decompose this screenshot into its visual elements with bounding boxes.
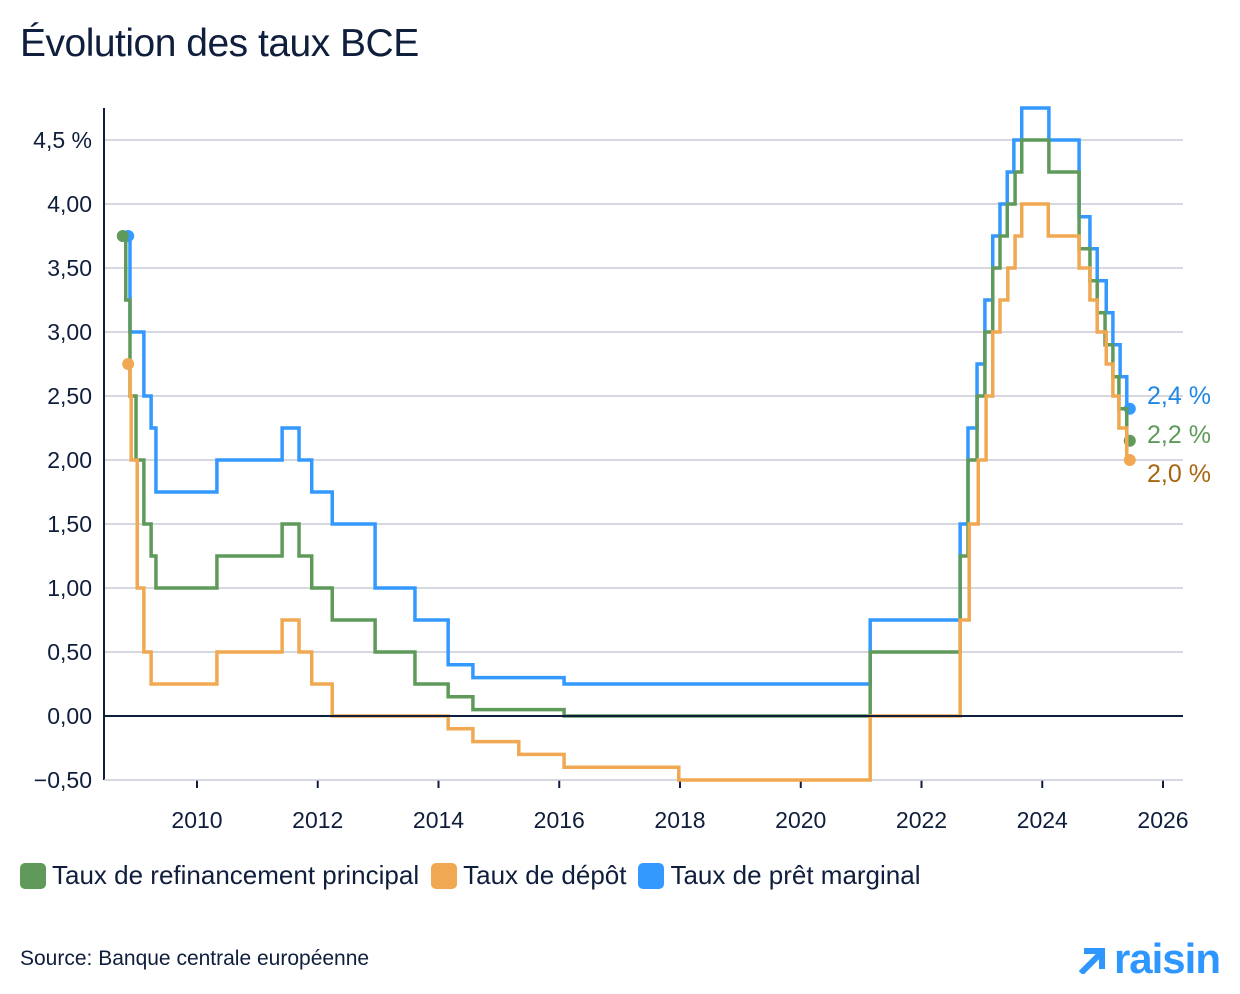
arrow-icon (1078, 948, 1106, 974)
series-line (128, 202, 1130, 782)
x-tick-label: 2024 (1017, 807, 1068, 833)
series-line (122, 138, 1130, 718)
y-tick-label: 2,50 (47, 383, 92, 409)
series-start-point (122, 358, 135, 370)
y-tick-label: −0,50 (34, 767, 92, 793)
end-value-label: 2,4 % (1147, 382, 1211, 410)
legend-label: Taux de dépôt (463, 860, 627, 890)
x-tick-label: 2026 (1137, 807, 1188, 833)
legend-label: Taux de refinancement principal (52, 860, 420, 890)
x-tick-label: 2018 (654, 807, 705, 833)
y-tick-label: 1,50 (47, 511, 92, 537)
raisin-logo: raisin (1078, 935, 1221, 983)
legend-swatch (431, 862, 458, 889)
x-tick-label: 2010 (171, 807, 222, 833)
end-value-label: 2,2 % (1147, 421, 1211, 449)
end-value-label: 2,0 % (1147, 460, 1211, 488)
x-tick-label: 2014 (413, 807, 464, 833)
legend-swatch (638, 862, 665, 889)
y-tick-label: 0,50 (47, 639, 92, 665)
legend-swatch (20, 862, 46, 889)
x-tick-label: 2022 (896, 807, 947, 833)
legend-item-deposit: Taux de dépôt (431, 860, 626, 891)
series-start-point (116, 230, 129, 242)
y-tick-label: 3,00 (47, 319, 92, 345)
legend-label: Taux de prêt marginal (670, 860, 921, 890)
chart-title: Évolution des taux BCE (20, 22, 419, 65)
x-tick-label: 2012 (292, 807, 343, 833)
series-end-point (1123, 454, 1136, 466)
rate-chart: 4,5 % 4,00 3,50 3,00 2,50 2,00 1,50 1,00 0,50 0,0… (33, 106, 1211, 833)
x-tick-label: 2016 (534, 807, 585, 833)
y-tick-label: 1,00 (47, 575, 92, 601)
y-tick-label: 4,00 (47, 191, 92, 217)
legend-item-refinancing: Taux de refinancement principal (20, 860, 419, 891)
y-tick-label: 2,00 (47, 447, 92, 473)
y-tick-label: 0,00 (47, 703, 92, 729)
legend-item-marginal-lending: Taux de prêt marginal (638, 860, 921, 891)
y-tick-label: 4,5 % (33, 127, 92, 153)
source-note: Source: Banque centrale européenne (20, 947, 370, 970)
logo-text: raisin (1113, 935, 1221, 982)
y-tick-label: 3,50 (47, 255, 92, 281)
legend: Taux de refinancement principal Taux de … (20, 860, 933, 891)
x-tick-label: 2020 (775, 807, 826, 833)
